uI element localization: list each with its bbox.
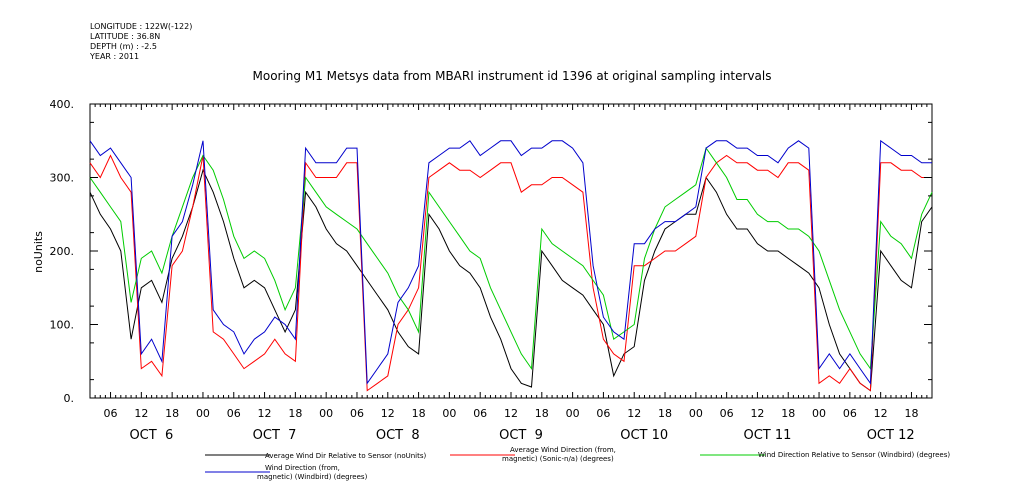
x-hour-label: 06 [473,407,487,420]
x-hour-label: 06 [227,407,241,420]
x-day-label: OCT 10 [620,428,668,443]
chart-title: Mooring M1 Metsys data from MBARI instru… [253,69,772,83]
x-hour-label: 18 [535,407,549,420]
x-hour-label: 18 [165,407,179,420]
x-day-label: OCT 8 [376,428,420,443]
series-line-3 [89,146,933,371]
depth-text: DEPTH (m) : -2.5 [90,42,157,51]
y-tick-label: 300. [50,172,75,185]
x-hour-label: 12 [627,407,641,420]
x-hour-label: 00 [196,407,210,420]
x-hour-label: 00 [566,407,580,420]
x-axis: 06 12 18 00 06 12 18 00 06 12 18 00 06 12 18 00 06 12 18 00… [94,104,928,443]
x-hour-label: 06 [843,407,857,420]
x-hour-label: 12 [750,407,764,420]
y-tick-label: 100. [50,319,75,332]
y-axis-label: noUnits [32,231,45,273]
x-hour-label: 18 [412,407,426,420]
x-hour-label: 18 [288,407,302,420]
x-hour-label: 06 [720,407,734,420]
x-hour-label: 00 [689,407,703,420]
y-axis: 0. 100. 200. 300. 400. [50,98,932,405]
legend: Average Wind Dir Relative to Sensor (noU… [205,446,950,481]
x-hour-label: 18 [658,407,672,420]
y-tick-label: 400. [50,98,75,111]
series-line-1 [89,168,933,392]
x-hour-label: 00 [812,407,826,420]
x-hour-label: 12 [134,407,148,420]
x-hour-label: 06 [350,407,364,420]
x-hour-label: 12 [874,407,888,420]
x-hour-label: 18 [781,407,795,420]
x-hour-label: 00 [442,407,456,420]
x-day-label: OCT 11 [743,428,791,443]
x-day-label: OCT 6 [129,428,173,443]
legend-label-3: Wind Direction Relative to Sensor (Windb… [758,451,950,459]
series-layer [89,139,933,392]
latitude-text: LATITUDE : 36.8N [90,32,160,41]
series-line-4 [89,139,932,385]
year-text: YEAR : 2011 [89,52,139,61]
x-day-label: OCT 7 [253,428,297,443]
longitude-text: LONGITUDE : 122W(-122) [90,22,192,31]
x-hour-label: 18 [904,407,918,420]
legend-label-1: Average Wind Dir Relative to Sensor (noU… [265,452,426,460]
x-hour-label: 12 [258,407,272,420]
series-line-2 [89,154,932,392]
y-tick-label: 200. [50,245,75,258]
legend-label-2: Average Wind Direction (from, magnetic) (… [502,446,616,463]
x-day-label: OCT 9 [499,428,543,443]
x-hour-label: 12 [504,407,518,420]
x-hour-label: 06 [596,407,610,420]
x-hour-label: 06 [104,407,118,420]
station-metadata: LONGITUDE : 122W(-122) LATITUDE : 36.8N … [89,22,192,61]
legend-label-4: Wind Direction (from, magnetic) (Windbird… [257,464,368,481]
plot-frame [89,103,933,399]
x-hour-label: 00 [319,407,333,420]
y-tick-label: 0. [64,392,75,405]
x-day-label: OCT 12 [867,428,915,443]
x-hour-label: 12 [381,407,395,420]
